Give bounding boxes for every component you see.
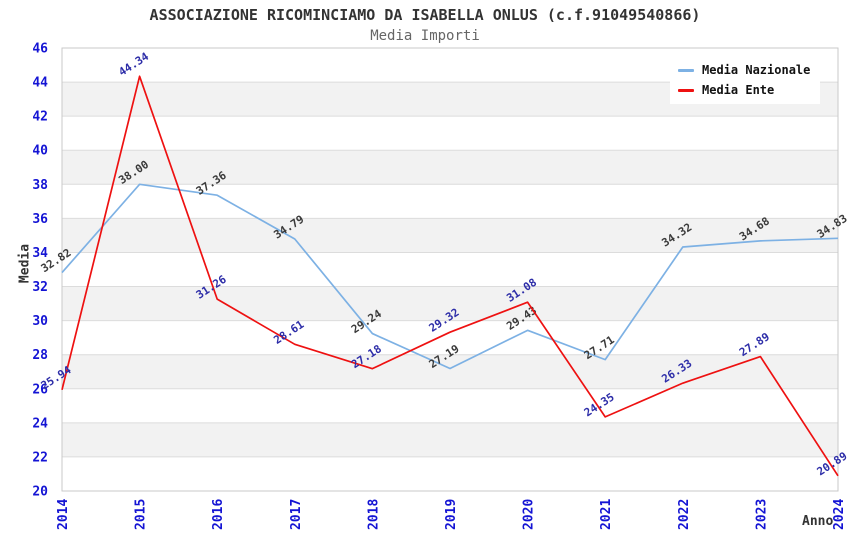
x-tick-label: 2017 <box>289 499 304 530</box>
y-tick-label: 26 <box>32 382 48 397</box>
y-tick-label: 42 <box>32 110 48 125</box>
legend-item-media-nazionale: Media Nazionale <box>678 63 810 77</box>
x-tick-label: 2016 <box>211 499 226 530</box>
y-tick-label: 32 <box>32 280 48 295</box>
legend-swatch-red-line-icon <box>678 88 694 92</box>
x-tick-label: 2024 <box>832 499 847 530</box>
x-tick-label: 2014 <box>56 499 71 530</box>
x-tick-label: 2018 <box>366 499 381 530</box>
plot-band <box>62 354 838 389</box>
y-tick-label: 46 <box>32 42 48 57</box>
y-tick-label: 44 <box>32 76 48 91</box>
y-tick-label: 30 <box>32 314 48 329</box>
legend-swatch-blue-line-icon <box>678 68 694 72</box>
y-tick-label: 36 <box>32 212 48 227</box>
x-tick-label: 2022 <box>677 499 692 530</box>
plot-border <box>61 47 839 492</box>
x-tick-label: 2019 <box>444 499 459 530</box>
y-tick-label: 40 <box>32 144 48 159</box>
data-label-media-ente: 28.61 <box>271 318 306 347</box>
y-tick-label: 20 <box>32 485 48 500</box>
x-tick-label: 2015 <box>134 499 149 530</box>
plot-band <box>62 218 838 253</box>
legend: Media Nazionale Media Ente <box>670 58 821 104</box>
chart-subtitle: Media Importi <box>370 28 480 44</box>
series-line-media-ente <box>61 75 839 477</box>
legend-item-label: Media Ente <box>702 83 775 97</box>
chart-title: ASSOCIAZIONE RICOMINCIAMO DA ISABELLA ON… <box>149 6 701 24</box>
plot-band <box>62 286 838 321</box>
plot-band <box>62 422 838 457</box>
y-axis-title: Media <box>17 243 33 284</box>
series-line-media-nazionale <box>61 183 839 370</box>
y-tick-label: 28 <box>32 348 48 363</box>
x-axis-title: Anno <box>802 514 834 529</box>
y-tick-label: 22 <box>32 450 48 465</box>
y-tick-label: 38 <box>32 178 48 193</box>
plot-band <box>62 150 838 185</box>
y-tick-label: 34 <box>32 246 48 261</box>
x-tick-label: 2020 <box>522 499 537 530</box>
y-tick-label: 24 <box>32 416 48 431</box>
x-tick-label: 2021 <box>599 499 614 530</box>
x-tick-label: 2023 <box>754 499 769 530</box>
data-label-media-ente: 44.34 <box>116 50 151 79</box>
legend-item-label: Media Nazionale <box>702 63 811 77</box>
data-label-media-ente: 24.35 <box>582 390 617 419</box>
legend-item-media-ente: Media Ente <box>678 83 810 97</box>
